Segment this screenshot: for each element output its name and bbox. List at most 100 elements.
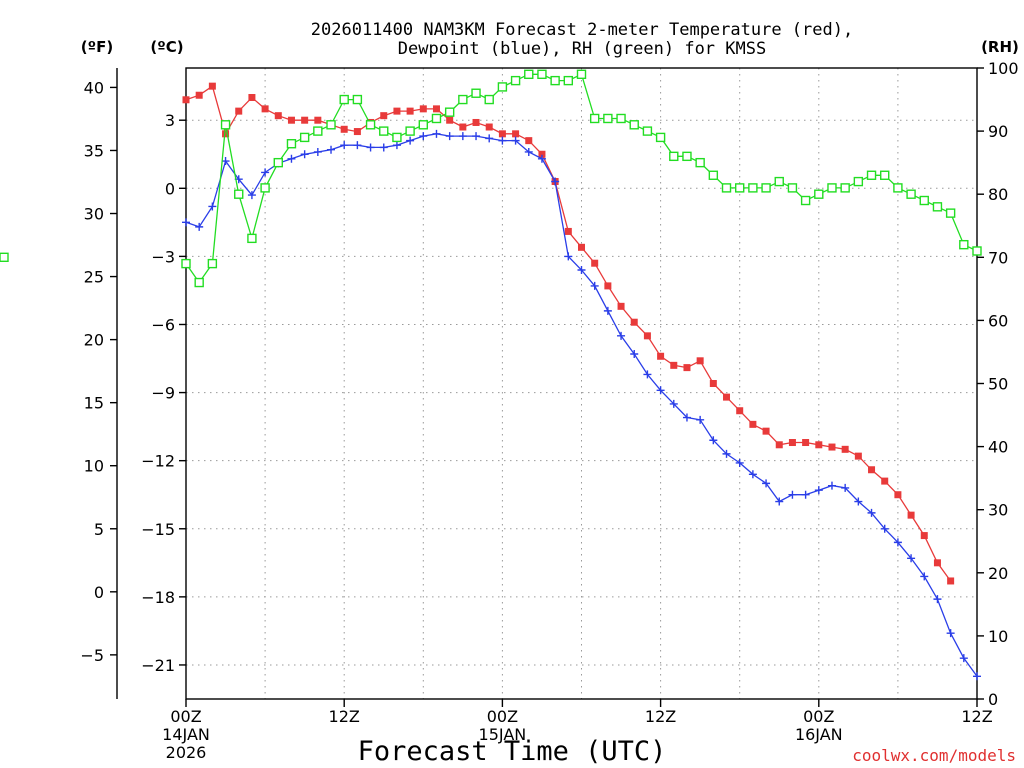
rh-point bbox=[352, 94, 363, 105]
dewpoint-point bbox=[696, 415, 705, 424]
temperature-point bbox=[736, 407, 744, 415]
dewpoint-point bbox=[458, 132, 467, 141]
fahrenheit-tick-label: 25 bbox=[84, 268, 104, 287]
dewpoint-point bbox=[511, 136, 520, 145]
rh-point bbox=[866, 170, 877, 180]
dewpoint-point bbox=[221, 157, 230, 166]
rh-tick-label: 30 bbox=[988, 501, 1008, 520]
x-tick-date: 15JAN bbox=[479, 725, 527, 744]
dewpoint-point bbox=[946, 629, 955, 638]
rh-point bbox=[787, 183, 798, 193]
temperature-point bbox=[933, 559, 941, 567]
dewpoint-point bbox=[208, 202, 217, 211]
rh-point bbox=[761, 183, 771, 193]
rh-point bbox=[550, 75, 560, 86]
dewpoint-point bbox=[775, 497, 784, 506]
rh-point bbox=[919, 195, 929, 206]
temperature-point bbox=[261, 105, 269, 113]
rh-tick-label: 60 bbox=[988, 311, 1008, 330]
celsius-tick-label: −3 bbox=[151, 247, 175, 266]
temperature-point bbox=[406, 107, 414, 115]
dewpoint-point bbox=[933, 595, 942, 604]
rh-point bbox=[906, 189, 916, 199]
rh-tick-label: 70 bbox=[988, 248, 1008, 267]
temperature-point bbox=[538, 150, 546, 158]
rh-point bbox=[326, 120, 336, 130]
rh-point bbox=[220, 120, 231, 130]
fahrenheit-tick-label: 10 bbox=[84, 457, 104, 476]
rh-tick-label: 50 bbox=[988, 375, 1008, 394]
dewpoint-point bbox=[920, 572, 929, 581]
dewpoint-point bbox=[564, 252, 573, 261]
dewpoint-point bbox=[656, 386, 665, 395]
rh-point bbox=[339, 94, 349, 105]
temperature-point bbox=[512, 130, 520, 138]
celsius-tick-label: −15 bbox=[141, 520, 175, 539]
rh-point bbox=[379, 126, 389, 136]
data-series bbox=[0, 69, 982, 681]
rh-point bbox=[721, 183, 732, 193]
rh-point bbox=[800, 195, 811, 206]
rh-point bbox=[695, 157, 705, 168]
celsius-tick-label: −12 bbox=[141, 452, 175, 471]
dewpoint-point bbox=[590, 281, 599, 290]
x-tick-label: 00Z bbox=[803, 707, 834, 726]
temperature-point bbox=[472, 118, 480, 126]
x-tick-label: 00Z bbox=[487, 707, 518, 726]
temperature-line bbox=[185, 85, 952, 582]
rh-point bbox=[642, 126, 653, 136]
x-tick-label: 12Z bbox=[645, 707, 676, 726]
dewpoint-point bbox=[748, 470, 757, 479]
rh-point bbox=[893, 183, 903, 193]
fahrenheit-axis-unit: (ºF) bbox=[81, 38, 113, 56]
rh-point bbox=[510, 75, 521, 86]
dewpoint-point bbox=[406, 136, 415, 145]
rh-point bbox=[418, 120, 428, 130]
chart-title: 2026011400 NAM3KM Forecast 2-meter Tempe… bbox=[311, 20, 853, 40]
rh-point bbox=[682, 151, 692, 162]
celsius-tick-label: 0 bbox=[165, 179, 175, 198]
fahrenheit-tick-label: 40 bbox=[84, 78, 104, 97]
credit-text: coolwx.com/models bbox=[852, 746, 1016, 765]
temperature-point bbox=[182, 96, 190, 104]
rh-point bbox=[945, 208, 956, 218]
x-tick-label: 12Z bbox=[961, 707, 992, 726]
temperature-point bbox=[525, 137, 533, 145]
temperature-point bbox=[274, 112, 282, 120]
rh-point bbox=[234, 189, 244, 199]
rh-point bbox=[880, 170, 890, 180]
temperature-point bbox=[841, 445, 849, 453]
temperature-point bbox=[393, 107, 401, 115]
x-tick-date: 14JAN bbox=[162, 725, 210, 744]
rh-tick-label: 100 bbox=[988, 59, 1019, 78]
temperature-point bbox=[380, 112, 388, 120]
temperature-point bbox=[854, 452, 862, 460]
rh-point bbox=[260, 183, 270, 193]
dewpoint-point bbox=[577, 266, 586, 275]
rh-tick-label: 10 bbox=[988, 627, 1008, 646]
fahrenheit-tick-label: 15 bbox=[84, 394, 104, 413]
rh-point bbox=[299, 132, 310, 143]
rh-point bbox=[444, 107, 455, 117]
dewpoint-point bbox=[959, 654, 968, 663]
plot-frame bbox=[185, 67, 978, 700]
rh-point bbox=[247, 233, 257, 244]
temperature-point bbox=[723, 393, 731, 401]
rh-point bbox=[524, 69, 534, 80]
dewpoint-point bbox=[722, 449, 731, 458]
temperature-point bbox=[235, 107, 243, 115]
temperature-point bbox=[802, 439, 810, 447]
fahrenheit-tick-label: −5 bbox=[80, 646, 104, 665]
temperature-point bbox=[340, 125, 348, 133]
temperature-point bbox=[894, 491, 902, 499]
temperature-point bbox=[920, 532, 928, 540]
temperature-point bbox=[353, 128, 361, 136]
x-tick-label: 00Z bbox=[170, 707, 201, 726]
rh-point bbox=[840, 183, 850, 193]
rh-point bbox=[431, 113, 442, 124]
rh-point bbox=[458, 94, 468, 105]
dewpoint-point bbox=[669, 399, 678, 408]
temperature-point bbox=[564, 227, 572, 235]
dewpoint-point bbox=[247, 191, 256, 200]
dewpoint-point bbox=[762, 479, 771, 488]
